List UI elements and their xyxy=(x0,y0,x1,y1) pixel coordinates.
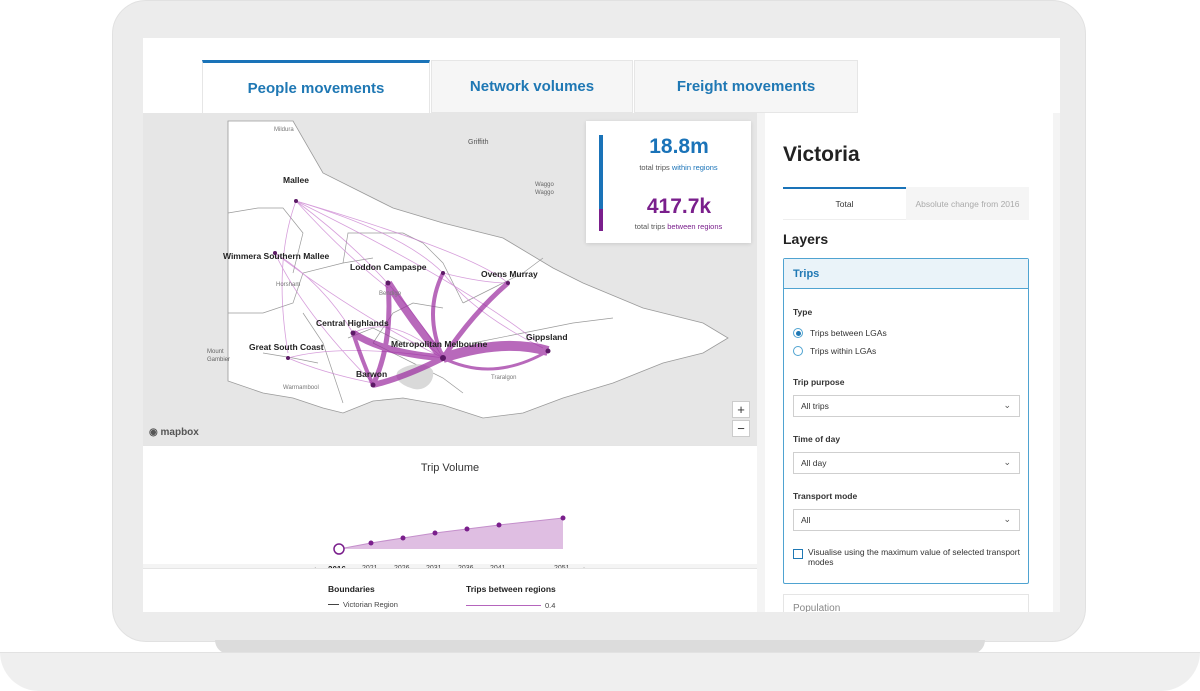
label-ovens-murray: Ovens Murray xyxy=(481,269,538,279)
chevron-down-icon: ⌄ xyxy=(1003,514,1011,524)
app-screen: People movements Network volumes Freight… xyxy=(143,38,1060,612)
year-marker-2036 xyxy=(464,526,470,532)
label-wimmera: Wimmera Southern Mallee xyxy=(223,251,330,261)
legend-boundaries-item: Victorian Region xyxy=(328,600,398,609)
visualise-max-checkbox[interactable] xyxy=(793,549,803,559)
year-marker-2021 xyxy=(368,540,374,546)
laptop-hinge xyxy=(215,640,985,654)
top-tabs: People movements Network volumes Freight… xyxy=(143,38,1060,113)
radio-unselected[interactable] xyxy=(793,346,803,356)
port-phillip-bay xyxy=(396,364,434,390)
within-regions-caption: total trips within regions xyxy=(639,163,718,172)
year-marker-2051 xyxy=(560,515,566,521)
laptop-base xyxy=(0,652,1200,691)
trip-stats-card: 18.8m total trips within regions 417.7k … xyxy=(586,121,751,243)
region-nodes xyxy=(273,199,551,388)
population-layer-box[interactable]: Population xyxy=(783,594,1029,612)
visualise-max-checkbox-row[interactable]: Visualise using the maximum value of sel… xyxy=(793,547,1023,567)
year-marker-2016 xyxy=(333,543,345,555)
mapbox-attribution[interactable]: ◉ mapbox xyxy=(149,427,199,438)
victoria-landmass xyxy=(227,120,729,419)
major-flows xyxy=(351,272,550,388)
year-marker-2031 xyxy=(432,530,438,536)
tab-freight-movements[interactable]: Freight movements xyxy=(634,60,858,113)
town-traralgon: Traralgon xyxy=(491,375,517,381)
map-legend: Boundaries Victorian Region Trips betwee… xyxy=(143,568,757,612)
victoria-map xyxy=(143,113,757,445)
radio-trips-within-lgas[interactable]: Trips within LGAs xyxy=(793,346,876,356)
town-mount-gambier: Mount Gambier xyxy=(207,349,231,363)
tab-people-movements[interactable]: People movements xyxy=(202,60,430,113)
region-title: Victoria xyxy=(783,143,860,166)
year-marker-2041 xyxy=(496,522,502,528)
label-great-south-coast: Great South Coast xyxy=(249,342,324,352)
label-gippsland: Gippsland xyxy=(526,332,568,342)
chevron-down-icon: ⌄ xyxy=(1003,457,1011,467)
time-of-day-label: Time of day xyxy=(793,434,841,444)
town-mildura: Mildura xyxy=(274,127,294,133)
timeline-title: Trip Volume xyxy=(420,462,480,474)
legend-boundaries-title: Boundaries xyxy=(328,584,375,594)
within-regions-value: 18.8m xyxy=(649,135,709,158)
trip-purpose-label: Trip purpose xyxy=(793,377,845,387)
radio-selected[interactable] xyxy=(793,328,803,338)
label-central-highlands: Central Highlands xyxy=(316,318,389,328)
label-mallee: Mallee xyxy=(283,175,309,185)
zoom-in-button[interactable]: + xyxy=(732,401,750,418)
subtab-absolute-change[interactable]: Absolute change from 2016 xyxy=(906,187,1029,220)
layers-title: Layers xyxy=(783,231,829,247)
trip-volume-chart[interactable] xyxy=(143,446,757,564)
trips-layer-box: Trips Type Trips between LGAs Trips with… xyxy=(783,258,1029,584)
within-bar xyxy=(599,135,603,231)
radio-trips-between-lgas[interactable]: Trips between LGAs xyxy=(793,328,887,338)
legend-trips-value: 0.4 xyxy=(545,601,556,610)
town-warrnambool: Warrnambool xyxy=(283,385,319,391)
chevron-down-icon: ⌄ xyxy=(1003,400,1011,410)
subtab-total[interactable]: Total xyxy=(783,187,906,220)
tab-network-volumes[interactable]: Network volumes xyxy=(431,60,633,113)
legend-boundary-swatch xyxy=(328,604,339,605)
trip-volume-timeline: Trip Volume ‹ 2016 2021 2026 2031 2036 2… xyxy=(143,445,757,575)
town-horsham: Horsham xyxy=(276,282,301,288)
between-regions-caption: total trips between regions xyxy=(634,222,723,231)
trip-purpose-select[interactable]: All trips ⌄ xyxy=(793,395,1020,417)
between-regions-value: 417.7k xyxy=(646,195,712,218)
time-of-day-select[interactable]: All day ⌄ xyxy=(793,452,1020,474)
label-loddon-campaspe: Loddon Campaspe xyxy=(350,262,427,272)
trip-volume-area xyxy=(339,518,563,549)
trips-layer-header[interactable]: Trips xyxy=(784,259,1028,289)
map-view[interactable]: Mallee Wimmera Southern Mallee Loddon Ca… xyxy=(143,113,757,445)
zoom-out-button[interactable]: − xyxy=(732,420,750,437)
label-barwon: Barwon xyxy=(356,369,388,379)
type-label: Type xyxy=(793,307,813,317)
label-metropolitan-melbourne: Metropolitan Melbourne xyxy=(391,339,488,349)
transport-mode-select[interactable]: All ⌄ xyxy=(793,509,1020,531)
town-griffith: Griffith xyxy=(468,139,489,146)
population-label: Population xyxy=(793,603,841,612)
transport-mode-label: Transport mode xyxy=(793,491,858,501)
town-bendigo: Bendigo xyxy=(379,291,402,297)
side-panel-card: Victoria Total Absolute change from 2016… xyxy=(765,113,1053,612)
legend-trips-swatch xyxy=(466,605,541,606)
between-bar xyxy=(599,209,603,231)
town-waggo-waggo: Waggo Waggo xyxy=(535,182,554,196)
year-marker-2026 xyxy=(400,535,406,541)
legend-trips-title: Trips between regions xyxy=(466,584,556,594)
side-panel: Victoria Total Absolute change from 2016… xyxy=(757,113,1060,612)
